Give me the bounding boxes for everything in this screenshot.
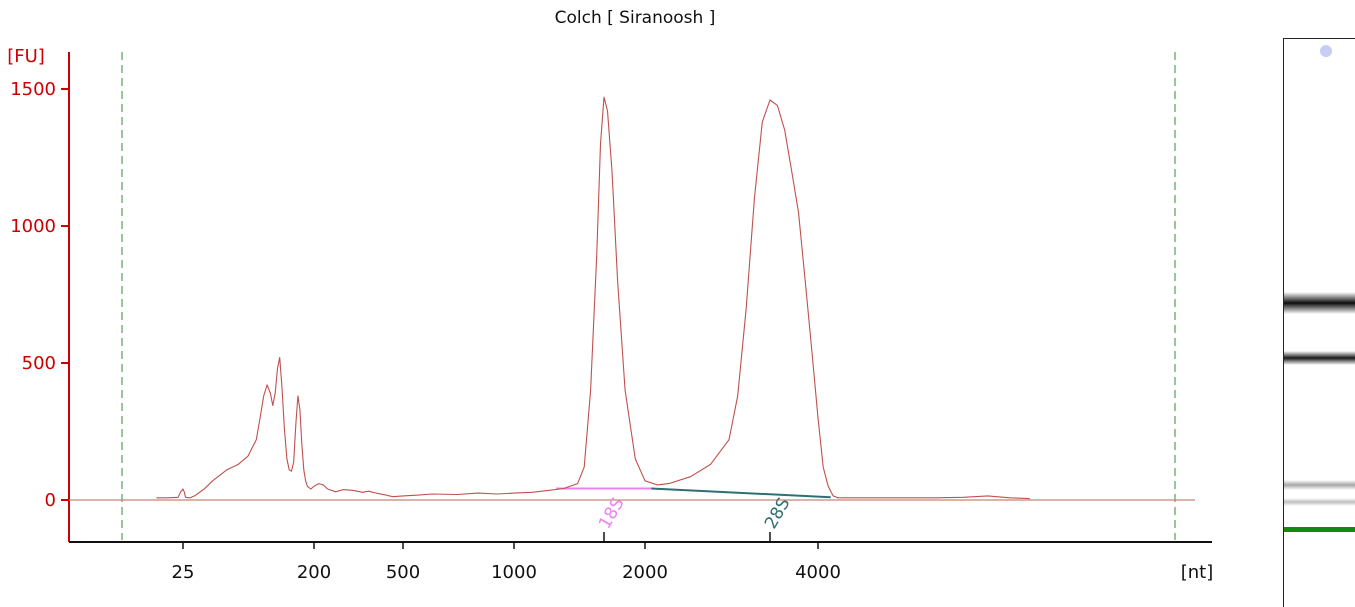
marker-lines — [121, 52, 1176, 540]
gel-band-18S — [1284, 351, 1355, 365]
x-axis-label: [nt] — [1181, 562, 1214, 583]
series-line-0 — [156, 96, 1030, 500]
gel-band-small-rna — [1284, 498, 1355, 506]
y-tick-label-0: 0 — [45, 490, 56, 511]
axes — [68, 52, 1212, 543]
gel-band-small-rna — [1284, 480, 1355, 490]
electropherogram-chart: 0 500 1000 1500 25 200 500 1000 2000 4000 18S 28S… — [7, 46, 1214, 583]
x-tick-label-200: 200 — [297, 562, 331, 583]
chart-title: Colch [ Siranoosh ] — [554, 8, 716, 28]
x-axis-ticks: 25 200 500 1000 2000 4000 — [172, 542, 841, 583]
trace-group — [156, 96, 1030, 500]
y-tick-label-1500: 1500 — [10, 79, 56, 100]
peak-baseline-28S — [651, 487, 831, 499]
x-tick-label-1000: 1000 — [491, 562, 537, 583]
x-tick-label-500: 500 — [386, 562, 420, 583]
y-axis-ticks: 0 500 1000 1500 — [10, 79, 69, 511]
peak-labels: 18S 28S — [595, 494, 795, 542]
y-tick-label-1000: 1000 — [10, 216, 56, 237]
gel-well-marker — [1320, 45, 1332, 57]
gel-image-lane — [1283, 38, 1355, 607]
x-tick-label-2000: 2000 — [622, 562, 668, 583]
gel-band-lower-marker — [1284, 527, 1355, 532]
y-axis-label: [FU] — [7, 46, 45, 67]
x-tick-label-4000: 4000 — [795, 562, 841, 583]
gel-band-28S — [1284, 292, 1355, 314]
x-tick-label-25: 25 — [172, 562, 195, 583]
y-tick-label-500: 500 — [22, 353, 56, 374]
